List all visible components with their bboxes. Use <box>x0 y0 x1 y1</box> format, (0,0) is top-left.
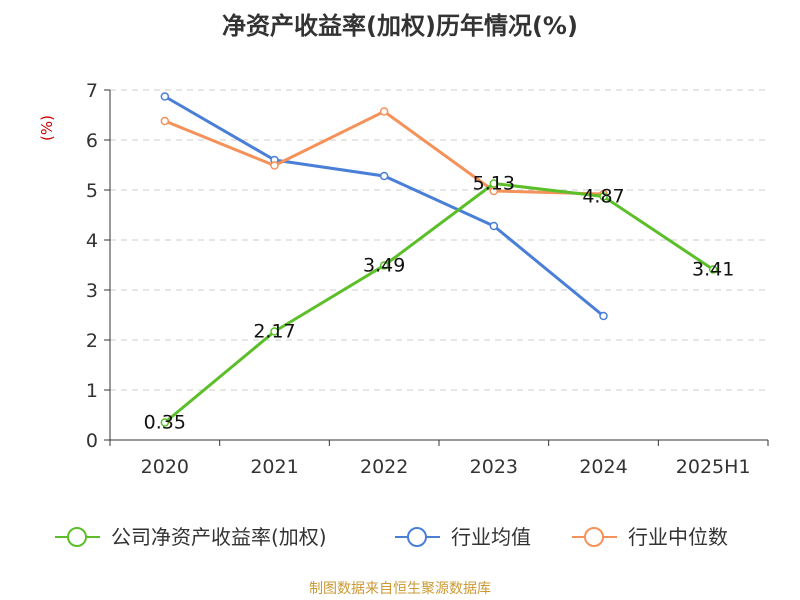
y-tick-label: 0 <box>86 430 98 452</box>
data-point <box>599 311 608 321</box>
data-label: 4.87 <box>582 186 624 208</box>
data-point <box>708 265 718 274</box>
chart-title: 净资产收益率(加权)历年情况(%) <box>222 12 578 40</box>
y-tick-label: 3 <box>86 280 98 302</box>
data-point <box>379 261 389 270</box>
data-point <box>160 418 170 427</box>
series-line <box>164 95 605 318</box>
data-point <box>160 92 170 101</box>
data-point <box>489 221 499 231</box>
series-line <box>163 182 714 424</box>
data-point <box>270 161 279 170</box>
y-tick-label: 6 <box>86 130 98 152</box>
legend-item-label: 公司净资产收益率(加权) <box>111 525 327 549</box>
legend-marker-swatch <box>67 527 87 547</box>
axes: 0 1 2 3 4 5 6 7 2020 2021 2022 2023 2024 2025H1 <box>86 80 769 478</box>
data-point <box>489 179 499 188</box>
y-tick-label: 7 <box>86 80 98 102</box>
data-label: 2.17 <box>253 321 295 343</box>
y-tick-label: 5 <box>86 180 98 202</box>
data-label: 3.41 <box>692 259 734 281</box>
legend-item-label: 行业均值 <box>451 525 531 549</box>
series-lines <box>160 92 718 427</box>
x-tick-label: 2025H1 <box>676 456 751 478</box>
data-point <box>379 171 389 181</box>
data-point <box>599 192 608 201</box>
y-tick-label: 1 <box>86 380 98 402</box>
x-tick-label: 2021 <box>250 456 298 478</box>
legend-item-label: 行业中位数 <box>628 525 728 549</box>
y-tick-label: 4 <box>86 230 98 252</box>
data-label: 5.13 <box>473 173 515 195</box>
x-tick-label: 2020 <box>141 456 189 478</box>
data-source-note: 制图数据来自恒生聚源数据库 <box>309 581 491 597</box>
legend[interactable]: 公司净资产收益率(加权) 行业均值 行业中位数 <box>55 525 728 549</box>
data-label: 3.49 <box>363 255 405 277</box>
legend-marker-swatch <box>584 527 604 547</box>
data-labels: 0.35 2.17 3.49 5.13 4.87 3.41 <box>144 173 735 434</box>
data-point <box>270 327 279 336</box>
series-line <box>164 110 604 196</box>
y-axis-unit-label: (%) <box>38 115 56 141</box>
y-tick-label: 2 <box>86 330 98 352</box>
data-point <box>379 107 389 116</box>
x-tick-label: 2024 <box>579 456 627 478</box>
x-tick-label: 2023 <box>470 456 518 478</box>
data-label: 0.35 <box>144 412 186 434</box>
x-tick-label: 2022 <box>360 456 408 478</box>
data-point <box>160 116 170 126</box>
legend-marker-swatch <box>407 527 427 547</box>
